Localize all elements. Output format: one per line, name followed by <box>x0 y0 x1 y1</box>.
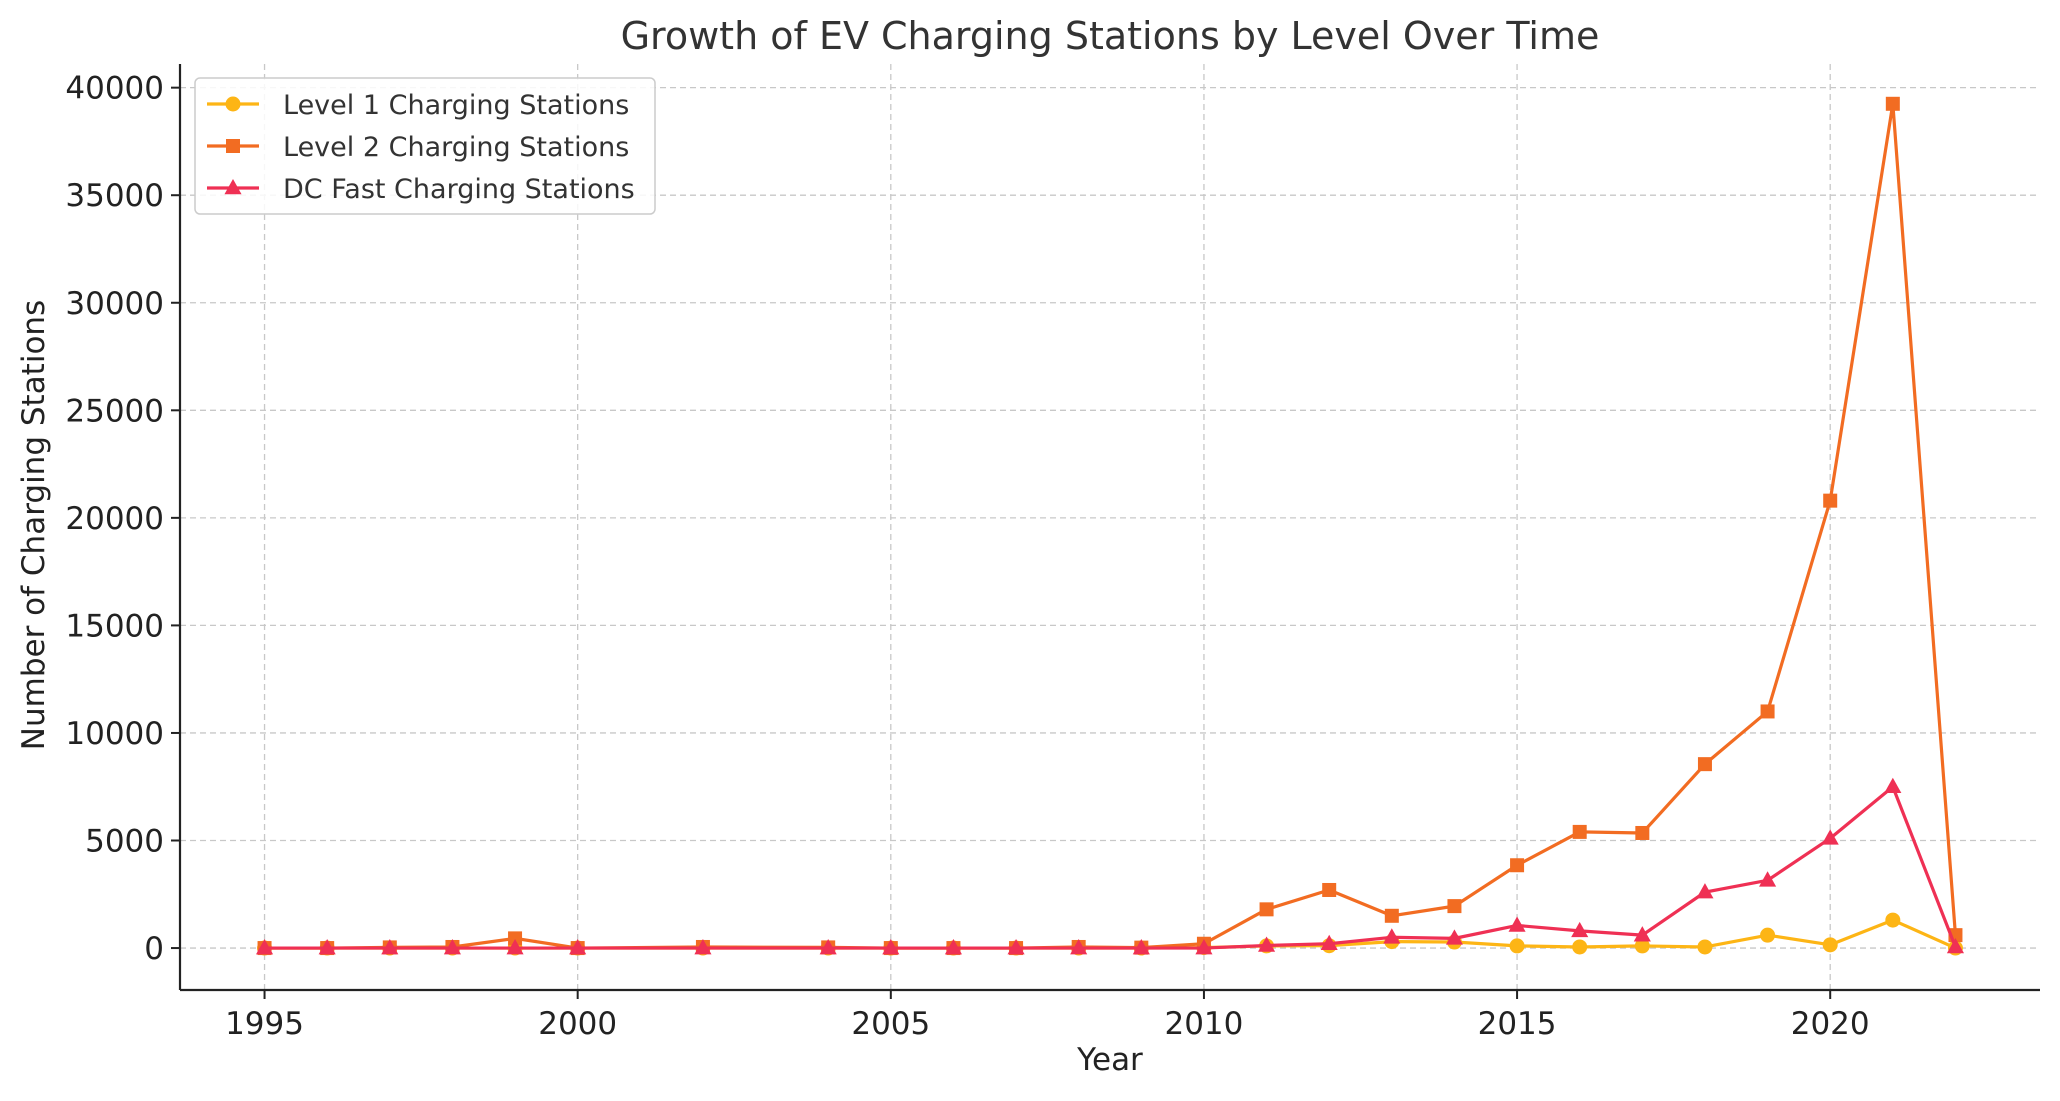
data-point <box>255 939 274 955</box>
legend-label: DC Fast Charging Stations <box>283 174 635 205</box>
y-tick-label: 30000 <box>65 286 164 322</box>
data-point <box>1258 936 1276 952</box>
data-point <box>1759 871 1777 887</box>
data-point <box>1697 757 1712 772</box>
x-tick-label: 1995 <box>225 1006 304 1042</box>
data-point <box>381 939 399 955</box>
x-tick-label: 2005 <box>851 1006 930 1042</box>
y-axis-label: Number of Charging Stations <box>16 300 52 750</box>
data-point <box>1697 939 1713 955</box>
data-point <box>1696 883 1714 899</box>
series-group <box>255 777 1965 955</box>
y-tick-label: 25000 <box>65 393 164 429</box>
y-tick-label: 20000 <box>65 501 164 537</box>
data-point <box>1634 938 1650 954</box>
y-tick-label: 5000 <box>85 824 164 860</box>
data-point <box>1132 939 1150 955</box>
y-tick-label: 35000 <box>65 178 164 214</box>
data-point <box>694 939 712 955</box>
data-point <box>1259 902 1274 917</box>
data-point <box>1195 939 1213 955</box>
data-point <box>1946 937 1965 954</box>
data-point <box>1070 939 1088 955</box>
data-point <box>944 939 962 955</box>
data-point <box>1822 937 1838 953</box>
series-line <box>264 102 1958 950</box>
x-tick-label: 2010 <box>1164 1006 1243 1042</box>
data-point <box>1885 96 1900 111</box>
x-tick-label: 2015 <box>1478 1006 1557 1042</box>
data-point <box>506 939 524 955</box>
x-axis-label: Year <box>1076 1042 1143 1078</box>
y-tick-label: 0 <box>144 931 164 967</box>
data-point <box>1821 829 1839 845</box>
data-point <box>1572 939 1588 955</box>
y-tick-label: 10000 <box>65 716 164 752</box>
data-point <box>1384 908 1399 923</box>
data-point <box>569 939 587 955</box>
x-tick-label: 2000 <box>538 1006 617 1042</box>
legend-label: Level 1 Charging Stations <box>283 90 629 121</box>
data-point <box>882 939 900 955</box>
legend: Level 1 Charging Stations Level 2 Chargin… <box>194 77 656 215</box>
legend-marker <box>224 179 242 195</box>
data-point <box>1445 929 1463 945</box>
data-point <box>1320 934 1338 951</box>
data-point <box>1885 912 1901 928</box>
data-point <box>443 939 461 955</box>
data-point <box>1383 928 1401 944</box>
grid-lines <box>180 64 2040 990</box>
data-point <box>1322 882 1337 897</box>
data-point <box>1884 777 1902 794</box>
data-point <box>1572 824 1587 839</box>
data-point <box>508 931 523 946</box>
data-point <box>1571 921 1589 938</box>
legend-marker <box>226 139 240 153</box>
legend-label: Level 2 Charging Stations <box>283 132 629 163</box>
data-point <box>1510 858 1525 873</box>
series-line <box>264 785 1957 950</box>
data-point <box>1447 899 1462 914</box>
data-point <box>1508 916 1526 932</box>
y-tick-label: 40000 <box>65 71 164 107</box>
data-point <box>1635 825 1650 840</box>
data-point <box>1007 939 1025 955</box>
tick-labels: 1995 2000 2005 2010 2015 2020 0 5000 10000 15000 2… <box>65 71 1869 1042</box>
series-lines <box>255 96 1965 956</box>
data-point <box>1633 926 1651 942</box>
data-point <box>1760 927 1776 943</box>
legend-marker <box>225 96 241 112</box>
data-point <box>318 939 336 955</box>
data-point <box>819 939 837 955</box>
chart-title: Growth of EV Charging Stations by Level … <box>621 14 1600 58</box>
data-point <box>1823 493 1838 508</box>
x-tick-label: 2020 <box>1791 1006 1870 1042</box>
axes <box>171 64 2040 999</box>
y-tick-label: 15000 <box>65 608 164 644</box>
legend-box <box>194 77 656 215</box>
data-point <box>1760 704 1775 719</box>
data-point <box>1509 938 1525 954</box>
